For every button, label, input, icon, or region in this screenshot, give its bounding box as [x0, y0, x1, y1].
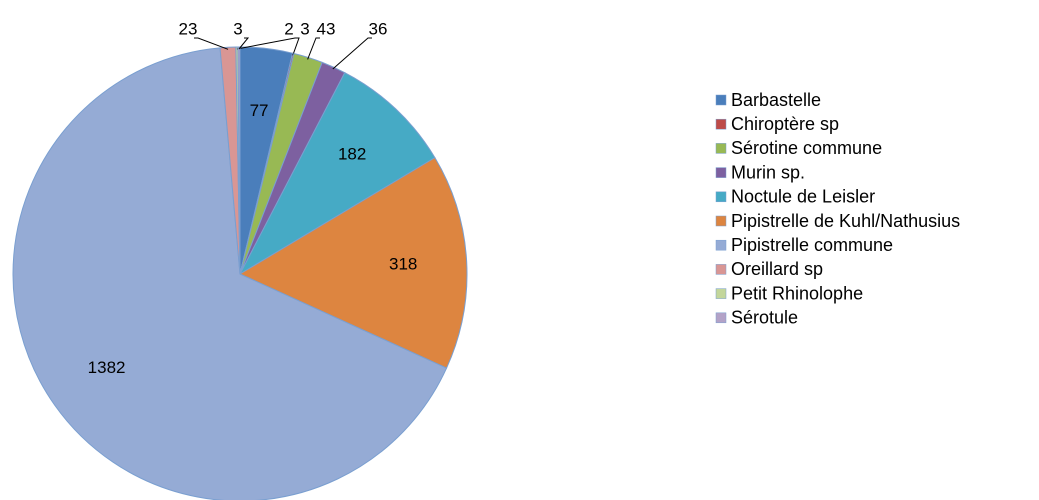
legend-label: Sérotine commune: [731, 138, 882, 158]
leader-line: [194, 37, 229, 50]
legend-label: Murin sp.: [731, 162, 805, 182]
legend-swatch: [715, 312, 727, 324]
legend-swatch: [715, 264, 727, 275]
legend-swatch: [715, 167, 727, 178]
legend-swatch: [715, 143, 727, 154]
leader-line: [307, 37, 320, 60]
data-label: 318: [389, 254, 417, 273]
leader-line: [292, 37, 300, 56]
data-label: 2: [284, 19, 293, 38]
legend-label: Oreillard sp: [731, 259, 823, 279]
legend-label: Pipistrelle de Kuhl/Nathusius: [731, 211, 960, 231]
data-label: 36: [369, 19, 388, 38]
pie-slice: [238, 71, 436, 276]
legend-swatch: [715, 94, 727, 106]
data-label: 3: [300, 19, 309, 38]
pie-slice: [238, 156, 468, 369]
pie-slice: [12, 47, 448, 500]
data-label: 182: [338, 145, 366, 164]
legend-label: Chiroptère sp: [731, 114, 839, 134]
data-label: 23: [179, 19, 198, 38]
data-label: 1382: [88, 358, 126, 377]
legend-label: Pipistrelle commune: [731, 235, 893, 255]
legend-label: Sérotule: [731, 308, 798, 328]
data-label: 43: [317, 19, 336, 38]
legend-label: Noctule de Leisler: [731, 187, 875, 207]
legend-swatch: [715, 191, 727, 203]
legend-swatch: [715, 239, 727, 251]
leader-line: [332, 37, 372, 70]
legend-label: Petit Rhinolophe: [731, 283, 863, 303]
data-label: 77: [250, 101, 269, 120]
legend-label: Barbastelle: [731, 90, 821, 110]
legend-swatch: [715, 215, 727, 227]
legend-swatch: [715, 118, 727, 130]
leader-line: [238, 37, 250, 50]
leader-line: [236, 37, 299, 50]
legend-swatch: [715, 288, 727, 299]
data-label: 3: [233, 19, 242, 38]
